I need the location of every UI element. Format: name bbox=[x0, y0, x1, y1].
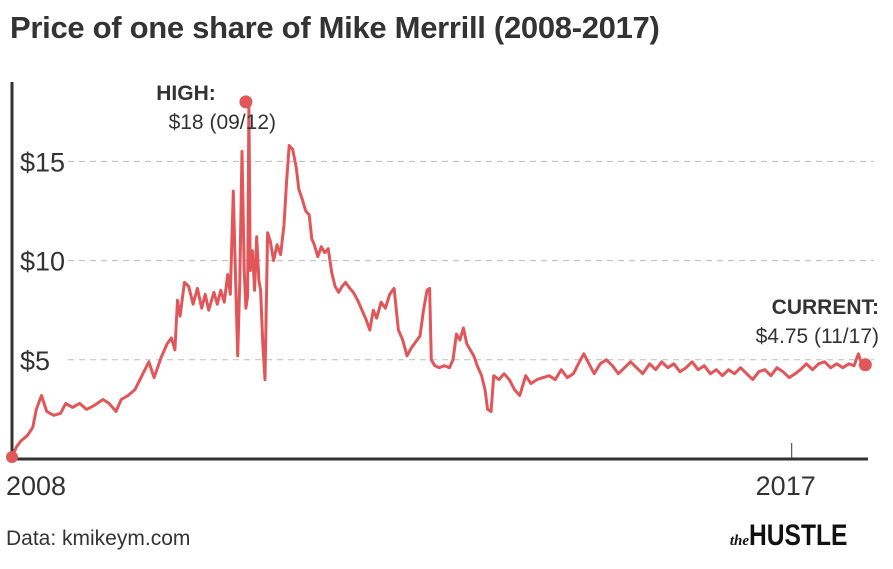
series-layer bbox=[6, 100, 867, 464]
brand-name: HUSTLE bbox=[749, 519, 848, 552]
price-series-line bbox=[10, 100, 867, 459]
x-tick-label: 2008 bbox=[6, 471, 66, 501]
high-point bbox=[239, 95, 253, 109]
annotation-label: $18 (09/12) bbox=[169, 111, 276, 134]
gridlines bbox=[68, 160, 874, 361]
annotation-heading: HIGH: bbox=[156, 82, 216, 105]
axes bbox=[10, 82, 868, 461]
brand-prefix: the bbox=[729, 533, 749, 549]
tick-labels: $5 $10 $15 2008 2017 bbox=[6, 147, 816, 501]
annotations: HIGH: $18 (09/12) CURRENT: $4.75 (11/17) bbox=[156, 82, 879, 372]
x-tick-label: 2017 bbox=[756, 471, 816, 501]
chart-title: Price of one share of Mike Merrill (2008… bbox=[10, 10, 660, 45]
source-note: Data: kmikeym.com bbox=[6, 527, 191, 550]
annotation-heading: CURRENT: bbox=[772, 296, 879, 319]
start-point bbox=[6, 451, 18, 464]
y-tick-label: $5 bbox=[20, 346, 50, 376]
y-tick-label: $15 bbox=[20, 147, 65, 177]
y-tick-label: $10 bbox=[20, 247, 65, 277]
brand-logo: theHUSTLE bbox=[730, 519, 869, 553]
annotation-label: $4.75 (11/17) bbox=[756, 325, 879, 348]
current-point bbox=[858, 358, 872, 372]
